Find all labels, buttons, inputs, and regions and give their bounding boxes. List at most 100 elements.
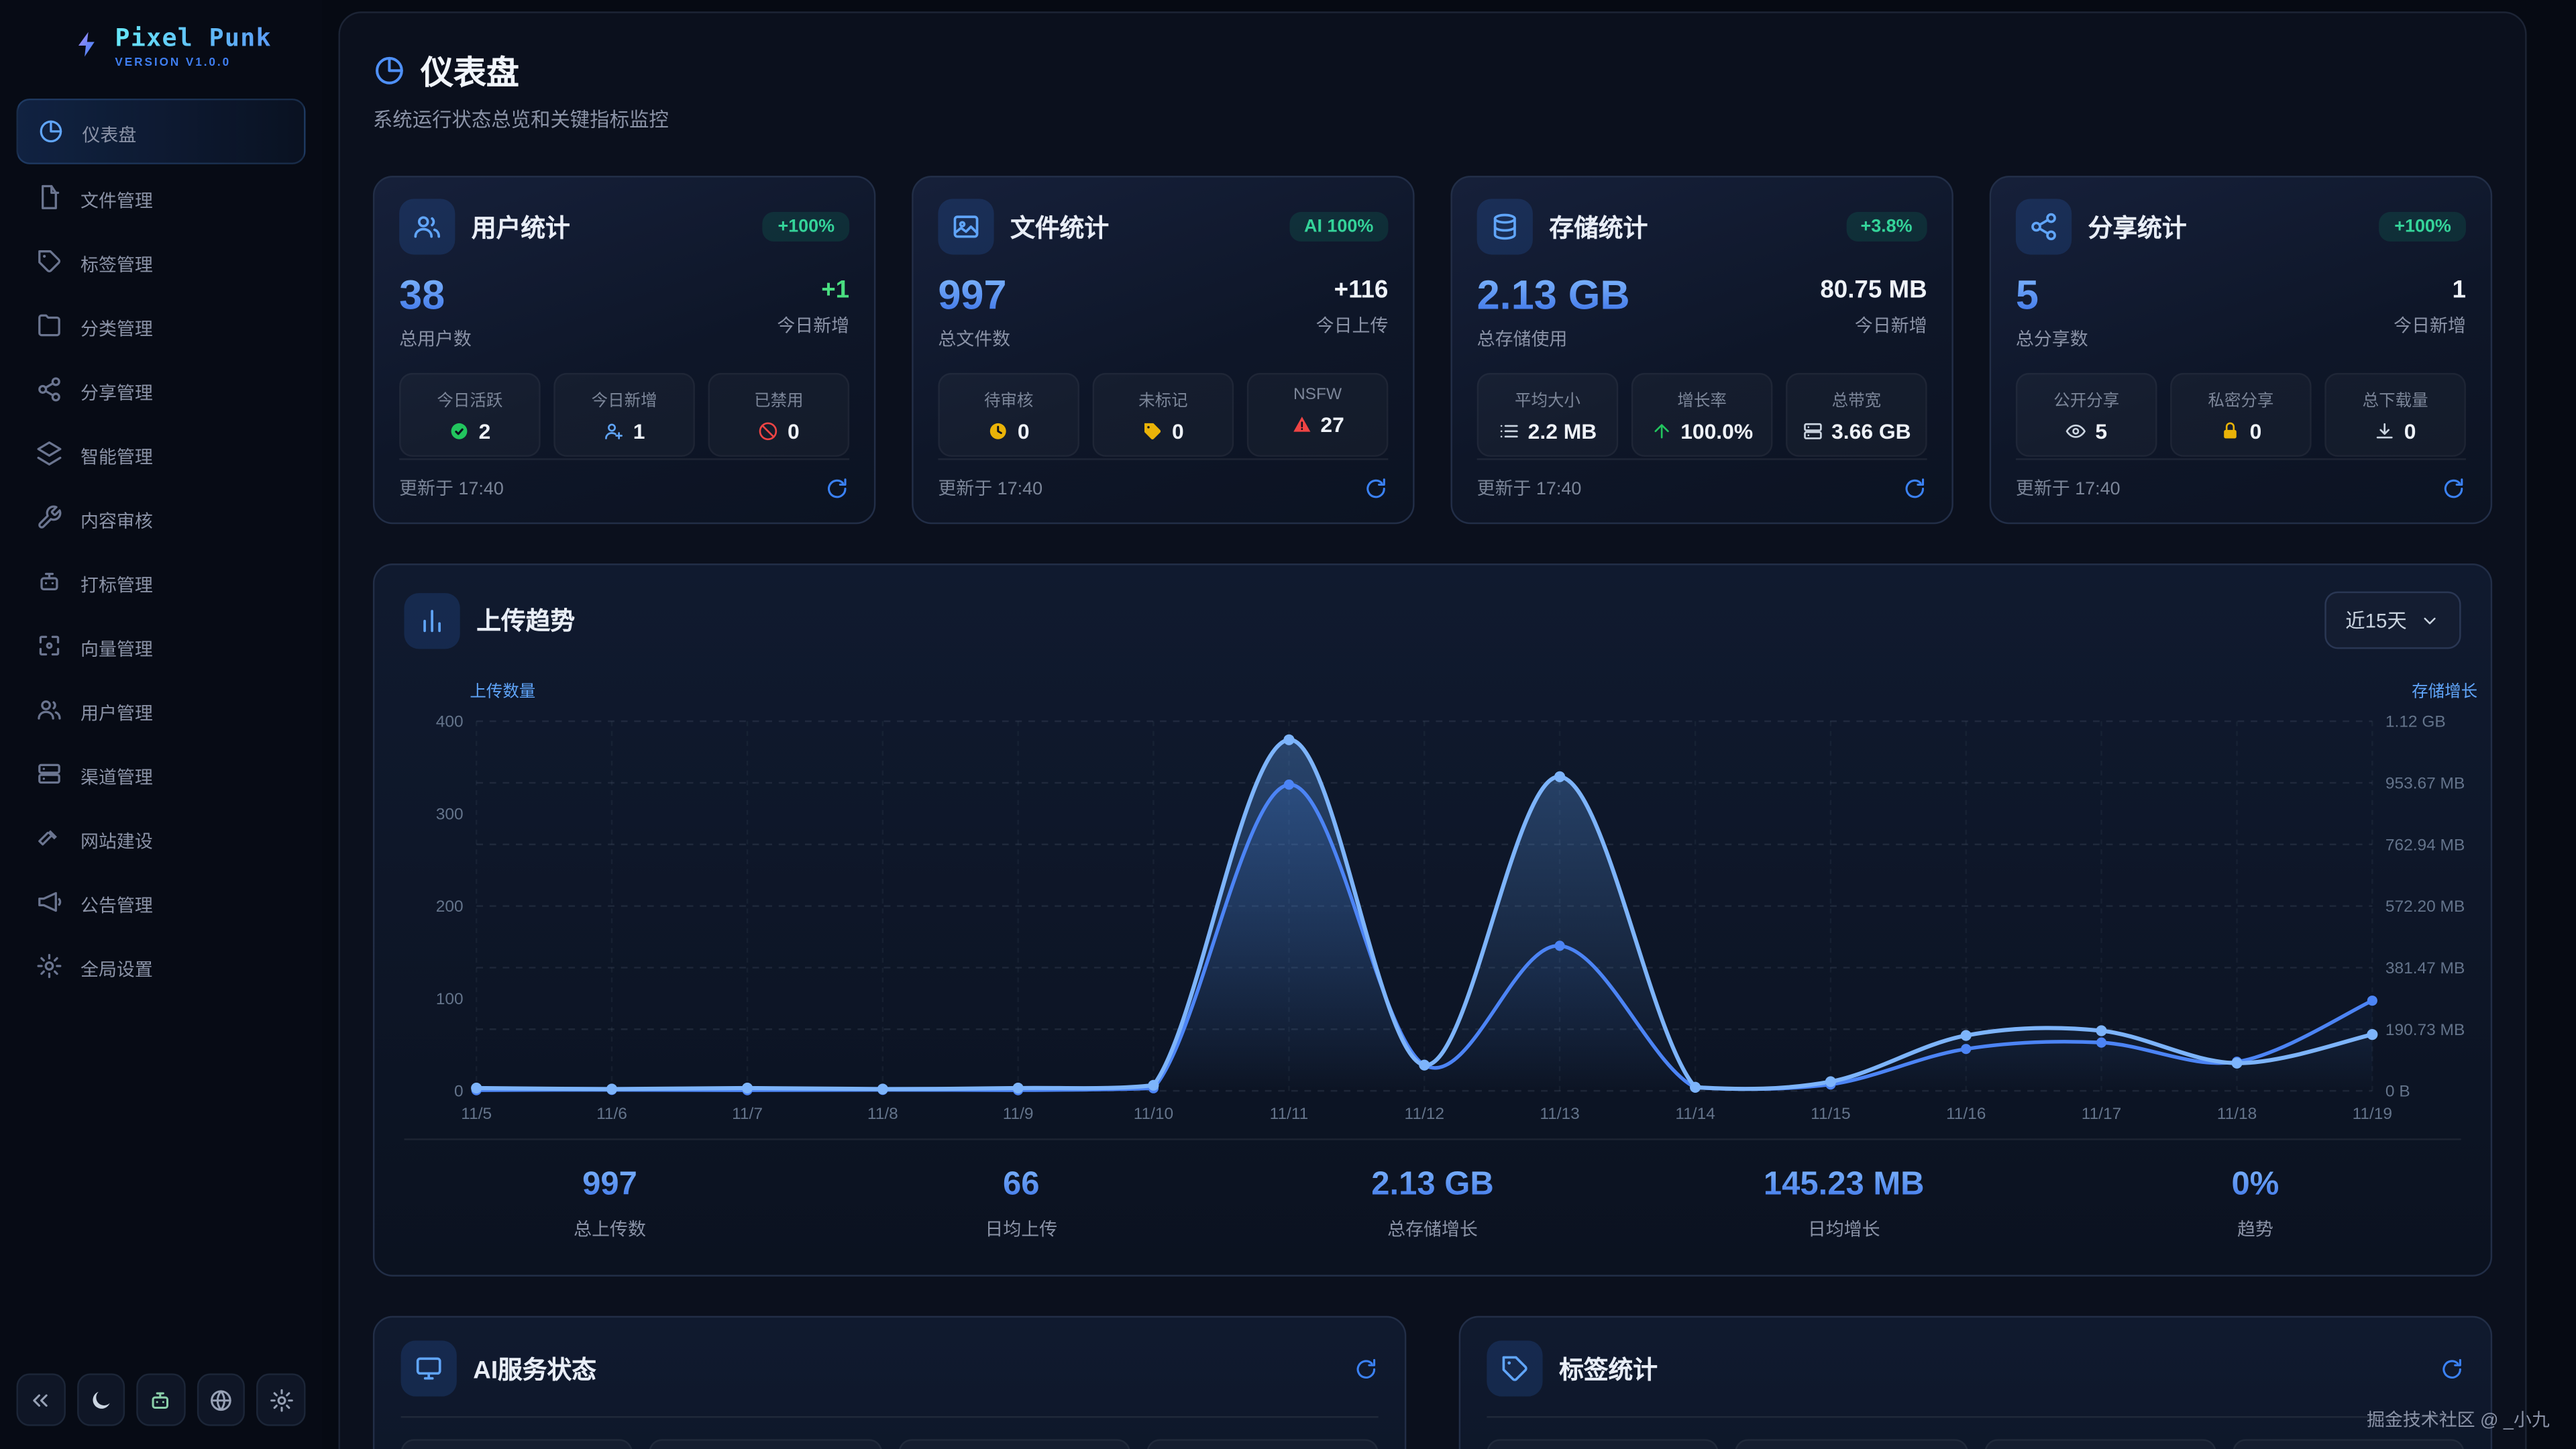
sidebar-item-announcements[interactable]: 公告管理 xyxy=(16,871,305,933)
svg-text:0 B: 0 B xyxy=(2385,1083,2410,1101)
gear-icon xyxy=(270,1388,293,1411)
refresh-button[interactable] xyxy=(2440,1356,2465,1381)
summary-value: 145.23 MB xyxy=(1638,1167,2049,1204)
robot-icon xyxy=(40,572,58,591)
stat-card-badge: AI 100% xyxy=(1289,211,1389,242)
stat-card-storage: 存储统计 +3.8% 2.13 GB 总存储使用 80.75 MB 今日新增 平均大小 2.2… xyxy=(1450,176,1953,525)
stat-side-value: 80.75 MB xyxy=(1820,276,1927,305)
global-settings-button[interactable] xyxy=(256,1373,306,1426)
share-icon xyxy=(38,377,60,402)
sidebar-item-files[interactable]: 文件管理 xyxy=(16,166,305,228)
refresh-button[interactable] xyxy=(1902,476,1927,500)
refresh-button[interactable] xyxy=(1364,476,1389,500)
sidebar-item-vectors[interactable]: 向量管理 xyxy=(16,614,305,677)
svg-text:762.94 MB: 762.94 MB xyxy=(2385,836,2465,854)
substat-item: 今日活跃 2 xyxy=(399,372,541,457)
skeleton-box xyxy=(1735,1439,1968,1449)
list-icon xyxy=(1500,425,1518,438)
assistant-button[interactable] xyxy=(136,1373,186,1426)
summary-value: 997 xyxy=(404,1167,815,1204)
sidebar-item-smart[interactable]: 智能管理 xyxy=(16,422,305,484)
brand-version: VERSION V1.0.0 xyxy=(115,57,231,69)
substat-label: 已禁用 xyxy=(754,392,804,411)
refresh-icon xyxy=(2443,1358,2461,1378)
summary-label: 趋势 xyxy=(2237,1220,2273,1240)
trend-summary-trend-pct: 0% 趋势 xyxy=(2049,1167,2461,1242)
sidebar-item-label: 全局设置 xyxy=(80,961,153,981)
sidebar-item-shares[interactable]: 分享管理 xyxy=(16,358,305,421)
stat-card-title: 存储统计 xyxy=(1549,214,1648,243)
stat-main-label: 总分享数 xyxy=(2015,330,2088,350)
sidebar-item-settings[interactable]: 全局设置 xyxy=(16,934,305,997)
substat-item: 私密分享 0 xyxy=(2170,372,2312,457)
substat-label: 今日活跃 xyxy=(437,392,503,411)
sidebar-item-label: 仪表盘 xyxy=(82,126,137,146)
language-button[interactable] xyxy=(197,1373,246,1426)
chevron-down-icon xyxy=(2424,616,2436,624)
svg-text:11/11: 11/11 xyxy=(1270,1105,1309,1123)
substat-item: 总下载量 0 xyxy=(2324,372,2466,457)
sidebar-item-users[interactable]: 用户管理 xyxy=(16,678,305,741)
svg-text:11/12: 11/12 xyxy=(1405,1105,1444,1123)
lock-icon xyxy=(2224,422,2237,439)
sidebar: Pixel Punk VERSION V1.0.0 仪表盘文件管理 标签管理分类管… xyxy=(0,0,323,1449)
bottom-panels-row: AI服务状态 标签统计 xyxy=(372,1316,2493,1449)
range-select[interactable]: 近15天 xyxy=(2324,591,2461,649)
sidebar-item-label: 智能管理 xyxy=(80,448,153,468)
globe-icon xyxy=(211,1389,231,1410)
stat-card-title: 分享统计 xyxy=(2088,214,2187,243)
stat-side-label: 今日上传 xyxy=(1316,317,1389,337)
sidebar-item-label: 分类管理 xyxy=(80,320,153,340)
sidebar-item-tags[interactable]: 标签管理 xyxy=(16,230,305,292)
substat-item: 增长率 100.0% xyxy=(1631,372,1773,457)
stat-main-label: 总用户数 xyxy=(399,330,472,350)
page-header: 仪表盘 系统运行状态总览和关键指标监控 xyxy=(373,46,2492,133)
eye-icon xyxy=(2066,424,2086,438)
substat-label: 私密分享 xyxy=(2208,392,2274,411)
watermark: 掘金技术社区 @ _小九 xyxy=(2366,1411,2550,1432)
svg-text:381.47 MB: 381.47 MB xyxy=(2385,959,2465,977)
download-icon xyxy=(2377,423,2394,439)
panel-content xyxy=(400,1439,1379,1449)
substat-label: 今日新增 xyxy=(591,392,657,411)
database-icon xyxy=(1493,213,1516,240)
theme-button[interactable] xyxy=(76,1373,125,1426)
svg-text:0: 0 xyxy=(454,1083,464,1101)
refresh-button[interactable] xyxy=(824,476,849,500)
substat-item: 今日新增 1 xyxy=(553,372,695,457)
audit-icon xyxy=(38,505,62,529)
stat-side-value: +116 xyxy=(1334,276,1389,305)
trend-summary-total-uploads: 997 总上传数 xyxy=(404,1167,815,1242)
sidebar-item-website[interactable]: 网站建设 xyxy=(16,806,305,869)
substat-value: 0 xyxy=(1172,419,1184,444)
brand: Pixel Punk VERSION V1.0.0 xyxy=(0,0,322,85)
substat-value: 1 xyxy=(633,419,645,444)
sidebar-item-labeling[interactable]: 打标管理 xyxy=(16,550,305,612)
sidebar-item-audit[interactable]: 内容审核 xyxy=(16,486,305,549)
stat-main-value: 997 xyxy=(938,275,1010,317)
users-icon xyxy=(38,700,61,720)
substat-value: 27 xyxy=(1320,412,1344,437)
check-circle-icon xyxy=(451,423,468,439)
collapse-button[interactable] xyxy=(16,1373,65,1426)
summary-label: 总上传数 xyxy=(574,1220,646,1240)
tag-icon xyxy=(1502,1356,1527,1381)
trend-summary-daily-avg-uploads: 66 日均上传 xyxy=(816,1167,1227,1242)
stat-main-value: 2.13 GB xyxy=(1477,272,1630,319)
chart-icon xyxy=(423,608,441,632)
refresh-button[interactable] xyxy=(2441,476,2466,500)
refresh-icon xyxy=(1356,1358,1376,1378)
refresh-button[interactable] xyxy=(1354,1356,1379,1381)
stat-main-value: 5 xyxy=(2016,275,2088,317)
sidebar-item-categories[interactable]: 分类管理 xyxy=(16,294,305,356)
stat-card-title: 文件统计 xyxy=(1010,214,1110,243)
sidebar-item-dashboard[interactable]: 仪表盘 xyxy=(16,98,306,164)
sidebar-item-label: 打标管理 xyxy=(80,576,153,596)
sidebar-item-label: 公告管理 xyxy=(80,897,153,917)
file-icon xyxy=(42,184,60,209)
sidebar-item-label: 用户管理 xyxy=(80,704,153,725)
summary-label: 日均增长 xyxy=(1807,1220,1880,1240)
sidebar-item-channels[interactable]: 渠道管理 xyxy=(16,743,305,805)
sidebar-footer xyxy=(0,1354,322,1449)
